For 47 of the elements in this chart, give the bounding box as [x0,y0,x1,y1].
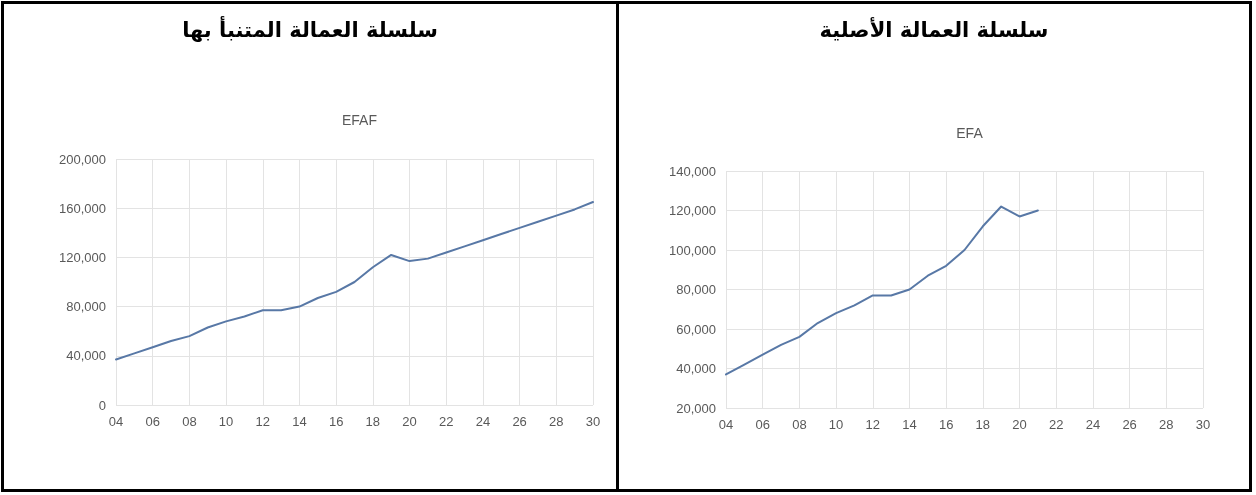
chart-subtitle: EFAF [341,112,378,128]
x-tick-label: 26 [1122,417,1137,432]
chart-subtitle: EFA [956,125,984,141]
y-tick-label: 120,000 [669,203,716,218]
x-tick-label: 10 [828,417,844,432]
y-tick-label: 40,000 [66,348,106,364]
y-tick-label: 80,000 [66,299,106,315]
x-tick-label: 08 [792,417,807,432]
x-tick-label: 06 [755,417,770,432]
x-tick-label: 30 [585,414,601,429]
x-tick-label: 16 [328,414,344,429]
x-tick-label: 14 [292,414,307,429]
x-tick-label: 08 [182,414,197,429]
y-tick-label: 100,000 [669,242,716,258]
x-tick-label: 12 [255,414,270,429]
y-tick-label: 20,000 [676,400,716,416]
x-tick-label: 04 [108,414,124,429]
y-tick-label: 160,000 [59,200,106,216]
chart-title: سلسلة العمالة المتنبأ بها [182,14,438,42]
x-tick-label: 14 [902,417,917,432]
x-tick-label: 28 [1159,417,1174,432]
x-tick-label: 20 [1012,417,1027,432]
y-tick-label: 0 [98,397,106,413]
x-tick-label: 18 [975,417,991,432]
y-tick-label: 40,000 [676,361,716,376]
line-series [115,201,594,361]
x-tick-label: 22 [1049,417,1064,432]
chart-title: سلسلة العمالة الأصلية [819,15,1049,42]
x-tick-label: 20 [402,414,417,429]
x-tick-label: 04 [718,417,734,432]
x-tick-label: 12 [865,417,880,432]
x-tick-label: 22 [439,414,454,429]
x-tick-label: 06 [145,414,160,429]
x-tick-label: 16 [938,417,954,432]
y-tick-label: 80,000 [676,282,716,297]
line-series [725,205,1039,376]
y-tick-label: 120,000 [59,249,106,265]
x-tick-label: 26 [512,414,527,429]
x-tick-label: 18 [365,414,381,429]
y-tick-label: 140,000 [669,163,716,179]
x-tick-label: 24 [475,414,491,429]
x-tick-label: 28 [549,414,564,429]
x-tick-label: 30 [1195,417,1211,432]
x-tick-label: 10 [218,414,234,429]
y-tick-label: 60,000 [676,321,716,337]
x-tick-label: 24 [1085,417,1101,432]
y-tick-label: 200,000 [59,151,106,167]
